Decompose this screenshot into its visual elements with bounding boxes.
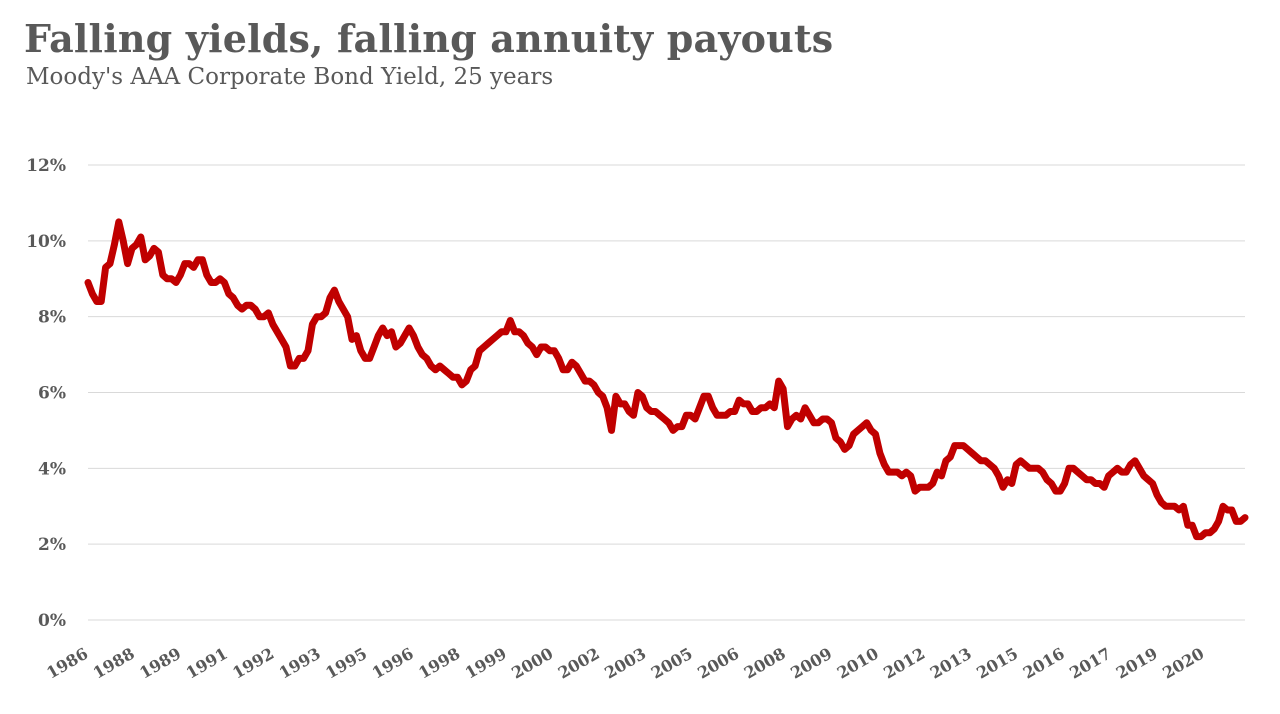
x-tick-label: 1993 — [276, 644, 324, 683]
x-tick-label: 1988 — [90, 644, 138, 683]
x-tick-label: 2000 — [508, 644, 556, 683]
y-tick-label: 10% — [26, 232, 66, 252]
x-tick-label: 1999 — [462, 644, 510, 683]
x-tick-label: 1992 — [229, 644, 277, 683]
x-tick-label: 2009 — [787, 644, 835, 683]
x-tick-label: 2016 — [1020, 644, 1068, 683]
x-tick-label: 2020 — [1159, 644, 1207, 683]
x-tick-label: 1991 — [183, 644, 231, 683]
y-tick-label: 8% — [38, 308, 66, 328]
y-axis-ticks: 0% 2% 4% 6% 8% 10% 12% — [26, 156, 66, 631]
x-tick-label: 2005 — [648, 644, 696, 683]
series-line-yield — [84, 218, 1249, 541]
x-tick-label: 2002 — [555, 644, 603, 683]
x-tick-label: 2013 — [927, 644, 975, 683]
y-tick-label: 12% — [26, 156, 66, 176]
x-tick-label: 2008 — [741, 644, 789, 683]
y-tick-label: 4% — [38, 459, 66, 479]
series-layer — [84, 218, 1249, 541]
x-tick-label: 2015 — [973, 644, 1021, 683]
x-tick-label: 2003 — [601, 644, 649, 683]
x-tick-label: 2006 — [694, 644, 742, 683]
x-tick-label: 2017 — [1066, 644, 1114, 683]
x-tick-label: 2010 — [834, 644, 882, 683]
x-tick-label: 1986 — [43, 644, 91, 683]
x-tick-label: 1995 — [322, 644, 370, 683]
gridlines — [88, 164, 1245, 621]
chart-subtitle: Moody's AAA Corporate Bond Yield, 25 yea… — [26, 64, 554, 90]
chart-title: Falling yields, falling annuity payouts — [24, 16, 834, 61]
x-tick-label: 2019 — [1113, 644, 1161, 683]
x-tick-label: 1996 — [369, 644, 417, 683]
x-tick-label: 1989 — [136, 644, 184, 683]
y-tick-label: 0% — [38, 611, 66, 631]
y-tick-label: 2% — [38, 535, 66, 555]
x-tick-label: 2012 — [880, 644, 928, 683]
x-tick-label: 1998 — [415, 644, 463, 683]
x-axis-ticks: 1986198819891991199219931995199619981999… — [43, 644, 1207, 683]
y-tick-label: 6% — [38, 384, 66, 404]
